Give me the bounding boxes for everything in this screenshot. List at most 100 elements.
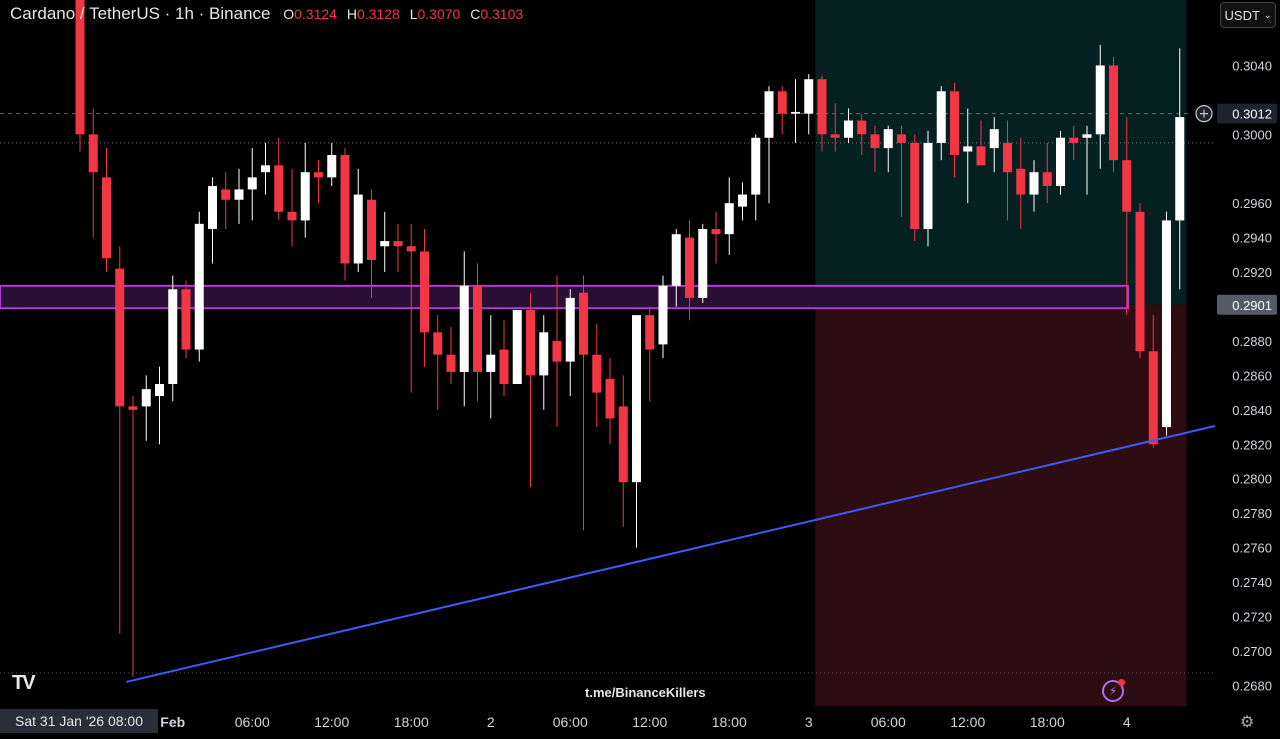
candle-body (592, 354, 602, 393)
candle-body (141, 389, 151, 407)
candle-body (579, 292, 588, 355)
y-tick-label: 0.2920 (1232, 265, 1272, 280)
currency-dropdown[interactable]: USDT ⌄ (1220, 2, 1276, 28)
candle-body (830, 134, 840, 138)
x-tick-label: 06:00 (553, 714, 588, 730)
candle-body (1095, 65, 1105, 135)
candle-body (698, 229, 708, 298)
candle-body (88, 134, 98, 173)
candle-body (340, 154, 350, 264)
candle-body (420, 251, 429, 333)
candle-body (671, 234, 681, 286)
low-value: 0.3070 (417, 6, 461, 22)
candle-body (1029, 172, 1039, 195)
target-zone (815, 0, 1187, 305)
symbol-header: Cardano / TetherUS · 1h · Binance O0.312… (10, 4, 529, 24)
candle-body (1056, 137, 1065, 186)
x-tick-label: 18:00 (1030, 714, 1065, 730)
candle-body (234, 189, 244, 200)
candle-body (353, 194, 363, 264)
candle-body (883, 129, 893, 149)
candle-body (221, 189, 231, 200)
candle-body (711, 229, 721, 235)
symbol-title[interactable]: Cardano / TetherUS · 1h · Binance (10, 4, 271, 23)
candle-body (181, 289, 191, 350)
x-tick-label: 18:00 (712, 714, 747, 730)
support-zone (0, 284, 1129, 310)
candle-body (645, 315, 655, 350)
candle-body (208, 185, 217, 230)
x-tick-label: 12:00 (950, 714, 985, 730)
candle-body (552, 340, 562, 362)
candle-body (632, 315, 641, 483)
y-tick-label: 0.2840 (1232, 403, 1272, 418)
candle-body (380, 241, 390, 247)
candle-body (486, 354, 496, 372)
candle-body (1148, 351, 1158, 445)
candle-body (433, 332, 443, 355)
candle-body (605, 378, 615, 419)
close-value: 0.3103 (480, 6, 524, 22)
candle-body (764, 91, 774, 138)
level-price-badge (1217, 294, 1277, 315)
candle-body (1069, 137, 1079, 143)
candle-body (963, 146, 973, 152)
y-tick-label: 0.2780 (1232, 506, 1272, 521)
y-tick-label: 0.2680 (1232, 678, 1272, 693)
candle-body (1175, 117, 1185, 221)
candle-body (473, 285, 482, 372)
ohlc-readout: O0.3124 H0.3128 L0.3070 C0.3103 (283, 6, 524, 22)
y-tick-label: 0.3040 (1232, 58, 1272, 73)
candle-body (897, 134, 906, 143)
candle-body (367, 199, 376, 261)
candle-body (857, 120, 867, 135)
candle-body (791, 111, 800, 114)
candle-body (512, 309, 522, 384)
candle-body (1042, 172, 1052, 186)
y-tick-label: 0.3000 (1232, 127, 1272, 142)
tradingview-logo-icon: TV (12, 672, 36, 694)
x-tick-label: 06:00 (235, 714, 270, 730)
candle-body (618, 406, 628, 483)
y-tick-label: 0.2880 (1232, 334, 1272, 349)
candle-body (274, 165, 284, 212)
candle-body (685, 237, 694, 298)
candle-body (1016, 168, 1026, 195)
y-tick-label: 0.2760 (1232, 541, 1272, 556)
candle-body (261, 165, 270, 173)
high-value: 0.3128 (356, 6, 400, 22)
x-tick-label: 12:00 (632, 714, 667, 730)
candle-body (565, 297, 575, 362)
candle-body (102, 177, 111, 259)
y-tick-label: 0.2820 (1232, 437, 1272, 452)
notification-dot (1118, 679, 1125, 686)
candle-body (1122, 160, 1132, 212)
y-tick-label: 0.2860 (1232, 368, 1272, 383)
x-tick-label: 4 (1123, 714, 1131, 730)
candle-body (1003, 142, 1012, 173)
candle-body (1109, 65, 1118, 161)
bolt-alert-icon[interactable]: ⚡ (1102, 679, 1125, 702)
y-tick-label: 0.2940 (1232, 231, 1272, 246)
current-price-badge (1217, 103, 1277, 124)
candle-body (526, 309, 535, 376)
candle-body (751, 137, 761, 195)
candle-body (1135, 211, 1145, 352)
x-tick-label: 06:00 (871, 714, 906, 730)
x-tick-label: Feb (160, 714, 185, 730)
stop-zone (815, 304, 1187, 706)
candle-body (287, 211, 297, 221)
candle-body (658, 285, 668, 345)
candle-body (128, 406, 138, 410)
candle-body (168, 289, 178, 384)
ascending-trendline (126, 425, 1216, 683)
gear-icon[interactable]: ⚙ (1240, 714, 1255, 731)
candle-body (976, 146, 986, 166)
candle-body (910, 142, 920, 230)
candle-body (777, 91, 787, 114)
candle-body (844, 120, 853, 138)
x-tick-label: 18:00 (394, 714, 429, 730)
candle-body (539, 332, 549, 376)
open-value: 0.3124 (294, 6, 337, 22)
